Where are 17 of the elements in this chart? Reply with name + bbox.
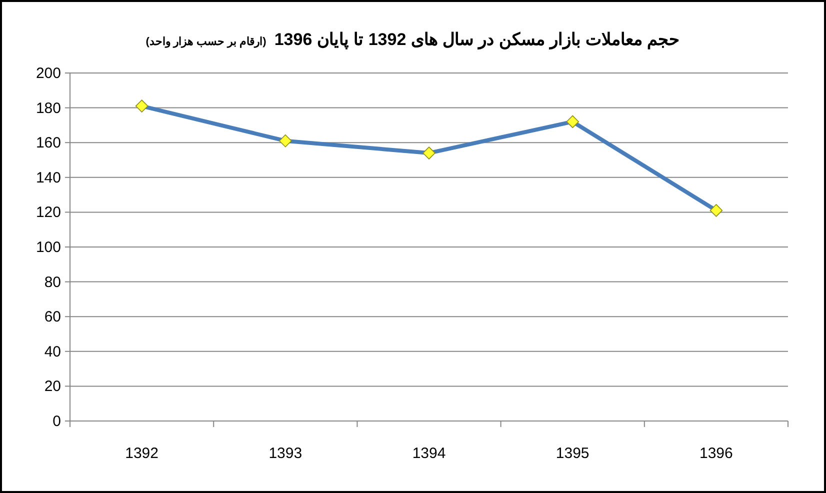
y-tick-label: 200 (36, 65, 61, 82)
x-tick-label: 1395 (556, 445, 590, 462)
title: حجم معاملات بازار مسکن در سال های 1392 تا پایان 1396 (ارقام بر حسب هزار واحد) (144, 29, 682, 50)
x-tick-label: 1396 (700, 445, 733, 462)
y-tick-label: 120 (36, 204, 61, 222)
x-tick-label: 1393 (268, 445, 302, 462)
x-tick-label: 1392 (125, 445, 158, 462)
y-tick-label: 140 (36, 169, 61, 186)
y-tick-label: 40 (44, 343, 61, 360)
x-tick-label: 1394 (412, 445, 446, 462)
y-tick-label: 80 (44, 274, 61, 291)
y-tick-label: 160 (36, 134, 61, 152)
y-tick-label: 60 (44, 308, 61, 326)
y-tick-label: 0 (52, 413, 61, 430)
y-tick-label: 100 (36, 239, 61, 256)
y-tick-label: 180 (36, 100, 61, 117)
y-tick-label: 20 (44, 378, 61, 396)
